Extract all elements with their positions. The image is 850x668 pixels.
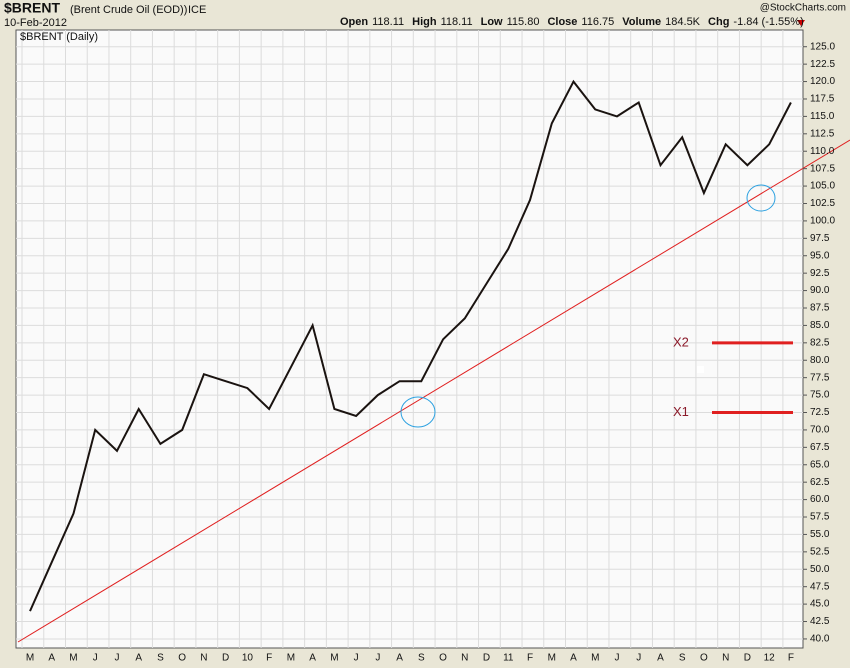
x-tick-label: J: [636, 653, 641, 664]
quote-label: Volume: [622, 16, 661, 28]
x-tick-label: D: [483, 653, 490, 664]
x-tick-label: O: [178, 653, 186, 664]
x-tick-label: F: [527, 653, 533, 664]
x-tick-label: 11: [503, 653, 514, 664]
quote-label: Chg: [708, 16, 729, 28]
y-tick-label: 125.0: [810, 41, 835, 52]
y-tick-label: 112.5: [810, 128, 835, 139]
y-tick-label: 67.5: [810, 442, 830, 453]
x-tick-label: A: [570, 653, 577, 664]
y-tick-label: 117.5: [810, 94, 835, 105]
x-tick-label: F: [266, 653, 272, 664]
description: (Brent Crude Oil (EOD)): [70, 4, 187, 16]
y-tick-label: 105.0: [810, 181, 835, 192]
y-tick-label: 97.5: [810, 233, 830, 244]
y-tick-label: 100.0: [810, 216, 835, 227]
y-tick-label: 85.0: [810, 320, 830, 331]
x-tick-label: 12: [764, 653, 776, 664]
x-tick-label: N: [200, 653, 207, 664]
y-tick-label: 47.5: [810, 581, 830, 592]
x-tick-label: O: [439, 653, 447, 664]
y-tick-label: 45.0: [810, 599, 830, 610]
x-tick-label: J: [114, 653, 119, 664]
quote-value: 118.11: [441, 16, 473, 28]
marker: [697, 366, 704, 373]
x-tick-label: A: [657, 653, 664, 664]
symbol: $BRENT: [4, 0, 60, 16]
y-tick-label: 92.5: [810, 268, 830, 279]
brand: @StockCharts.com: [760, 3, 846, 14]
y-tick-label: 72.5: [810, 407, 830, 418]
x-tick-label: M: [69, 653, 77, 664]
quote-value: 118.11: [372, 16, 404, 28]
y-tick-label: 120.0: [810, 76, 835, 87]
annotation-label: X1: [673, 404, 689, 419]
quote-label: High: [412, 16, 437, 28]
y-tick-label: 77.5: [810, 372, 830, 383]
x-tick-label: A: [396, 653, 403, 664]
x-tick-label: M: [330, 653, 338, 664]
x-tick-label: F: [788, 653, 794, 664]
y-tick-label: 95.0: [810, 250, 830, 261]
price-line: [29, 79, 792, 612]
x-tick-label: A: [309, 653, 316, 664]
x-tick-label: A: [135, 653, 142, 664]
y-tick-label: 62.5: [810, 477, 830, 488]
quote-value: 184.5K: [665, 16, 701, 28]
circle: [400, 396, 436, 428]
x-tick-label: D: [744, 653, 751, 664]
y-tick-label: 42.5: [810, 616, 830, 627]
y-tick-label: 55.0: [810, 529, 830, 540]
x-tick-label: J: [375, 653, 380, 664]
y-tick-label: 75.0: [810, 390, 830, 401]
y-tick-label: 57.5: [810, 512, 830, 523]
x-tick-label: J: [614, 653, 619, 664]
x-tick-label: N: [461, 653, 468, 664]
x-tick-label: A: [48, 653, 55, 664]
y-tick-label: 70.0: [810, 425, 830, 436]
exchange: ICE: [188, 4, 206, 16]
circle: [746, 184, 776, 212]
y-tick-label: 122.5: [810, 59, 835, 70]
quote-value: 115.80: [507, 16, 540, 28]
y-tick-label: 52.5: [810, 546, 830, 557]
x-tick-label: M: [591, 653, 599, 664]
x-tick-label: M: [548, 653, 556, 664]
y-tick-label: 102.5: [810, 198, 835, 209]
quote-label: Open: [340, 16, 368, 28]
y-tick-label: 80.0: [810, 355, 830, 366]
x-tick-label: 10: [242, 653, 254, 664]
x-tick-label: S: [157, 653, 164, 664]
down-arrow: [797, 20, 805, 26]
legend: $BRENT (Daily): [20, 31, 98, 43]
y-tick-label: 50.0: [810, 564, 830, 575]
quote-label: Close: [547, 16, 577, 28]
y-tick-label: 87.5: [810, 303, 830, 314]
quote-label: Low: [481, 16, 503, 28]
quote-value: -1.84 (-1.55%): [733, 16, 803, 28]
x-tick-label: M: [26, 653, 34, 664]
y-tick-label: 107.5: [810, 163, 835, 174]
y-tick-label: 82.5: [810, 337, 830, 348]
annotation-label: X2: [673, 334, 689, 349]
plot-area: [15, 29, 804, 649]
x-tick-label: J: [354, 653, 359, 664]
y-tick-label: 65.0: [810, 459, 830, 470]
x-tick-label: S: [679, 653, 686, 664]
date: 10-Feb-2012: [4, 17, 67, 29]
x-tick-label: N: [722, 653, 729, 664]
y-tick-label: 40.0: [810, 634, 830, 645]
trendline: [17, 139, 850, 643]
y-tick-label: 60.0: [810, 494, 830, 505]
y-tick-label: 115.0: [810, 111, 835, 122]
x-tick-label: D: [222, 653, 229, 664]
y-tick-label: 110.0: [810, 146, 835, 157]
x-tick-label: O: [700, 653, 708, 664]
quote-value: 116.75: [581, 16, 614, 28]
x-tick-label: J: [93, 653, 98, 664]
y-tick-label: 90.0: [810, 285, 830, 296]
x-tick-label: M: [287, 653, 295, 664]
x-tick-label: S: [418, 653, 425, 664]
